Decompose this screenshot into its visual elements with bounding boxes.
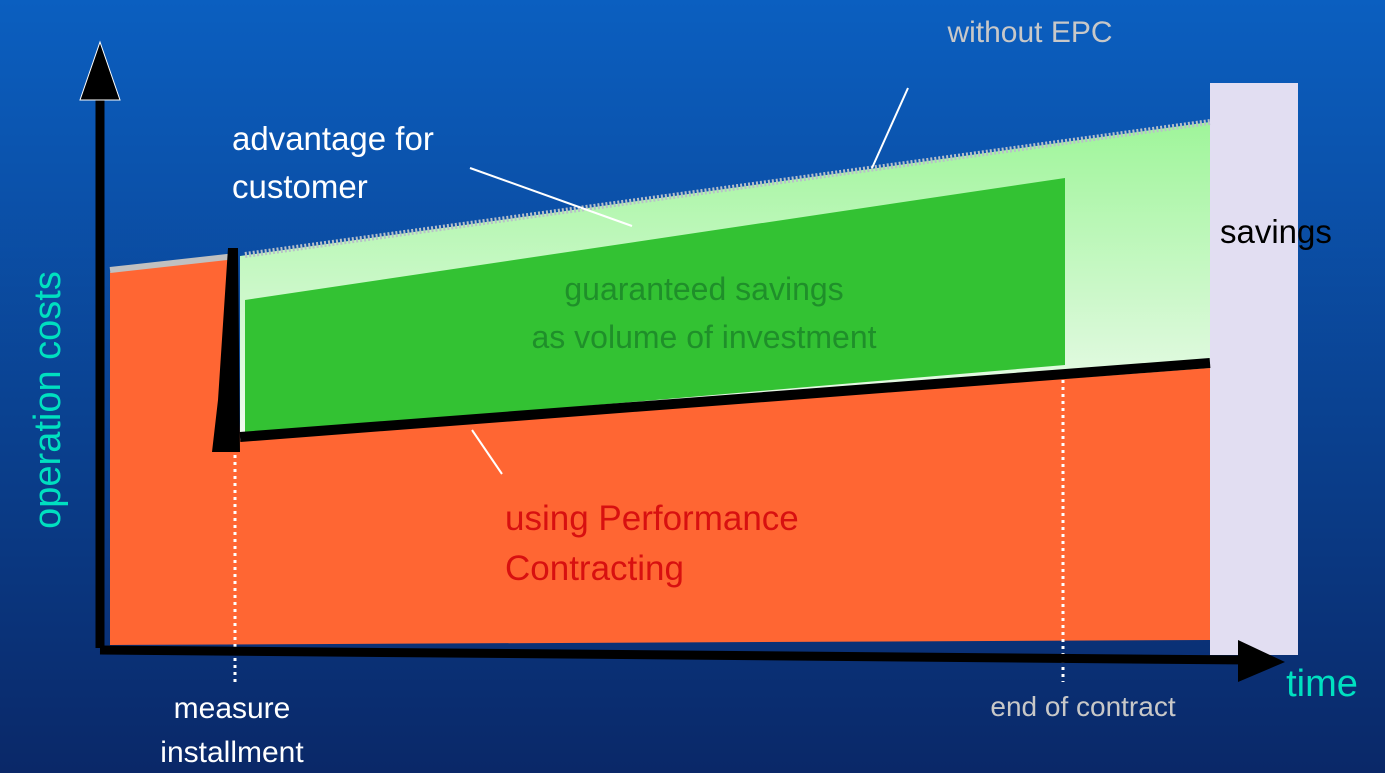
pointer bbox=[471, 429, 503, 475]
axis-label: time bbox=[1286, 663, 1358, 705]
prior-cost-line bbox=[109, 253, 237, 273]
pointer bbox=[469, 167, 633, 227]
label: as volume of investment bbox=[531, 319, 876, 355]
pointer bbox=[871, 87, 909, 169]
label: using Performance bbox=[505, 499, 799, 538]
label: end of contract bbox=[990, 691, 1175, 722]
label: savings bbox=[1220, 213, 1332, 250]
label: Contracting bbox=[505, 549, 684, 588]
guaranteed-area bbox=[245, 178, 1065, 435]
label: customer bbox=[232, 168, 368, 205]
label: guaranteed savings bbox=[564, 271, 843, 307]
cost-area bbox=[110, 258, 1210, 645]
axis-label: operation costs bbox=[27, 271, 69, 529]
y-axis-arrow bbox=[79, 40, 121, 101]
label: measure bbox=[174, 692, 291, 725]
x-axis bbox=[99, 645, 1251, 665]
savings-band bbox=[1210, 83, 1298, 655]
x-axis-arrow bbox=[1238, 640, 1285, 682]
label: installment bbox=[160, 736, 304, 769]
epc-cost-line bbox=[239, 358, 1211, 442]
label: without EPC bbox=[946, 16, 1112, 49]
label: advantage for bbox=[232, 120, 434, 157]
installation-step bbox=[212, 248, 240, 452]
